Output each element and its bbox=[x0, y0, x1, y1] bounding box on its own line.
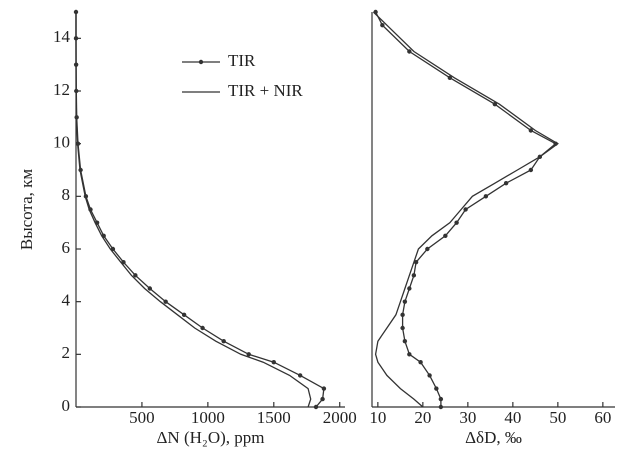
point bbox=[463, 207, 468, 212]
point bbox=[402, 299, 408, 304]
series-line bbox=[75, 12, 312, 408]
point bbox=[181, 312, 187, 318]
point bbox=[483, 194, 489, 199]
y-axis-label: Высота, км bbox=[17, 169, 36, 251]
point bbox=[221, 338, 226, 344]
point bbox=[407, 352, 412, 357]
legend-label: TIR + NIR bbox=[228, 81, 303, 100]
point bbox=[271, 360, 276, 365]
point bbox=[503, 180, 509, 186]
point bbox=[200, 325, 205, 331]
y-tick-label: 6 bbox=[62, 238, 71, 257]
point bbox=[407, 49, 412, 54]
point bbox=[454, 220, 459, 225]
x-tick-label: 500 bbox=[129, 408, 155, 427]
point bbox=[407, 286, 412, 291]
x-tick-label: 20 bbox=[414, 408, 431, 427]
legend-label: TIR bbox=[228, 51, 256, 70]
x-tick-label: 10 bbox=[369, 408, 386, 427]
point bbox=[434, 386, 439, 391]
x-tick-label: 1000 bbox=[191, 408, 225, 427]
x-tick-label: 40 bbox=[504, 408, 521, 427]
point bbox=[321, 386, 327, 391]
point bbox=[297, 373, 303, 378]
point bbox=[400, 325, 405, 331]
legend-marker bbox=[198, 59, 204, 65]
y-tick-label: 14 bbox=[53, 27, 71, 46]
point bbox=[447, 75, 453, 81]
point bbox=[438, 404, 444, 410]
y-tick-label: 4 bbox=[62, 291, 71, 310]
point bbox=[492, 101, 498, 107]
x-tick-label: 30 bbox=[459, 408, 476, 427]
point bbox=[411, 273, 417, 278]
y-tick-label: 12 bbox=[53, 80, 70, 99]
point bbox=[163, 299, 168, 304]
x-axis-label: ΔδD, ‰ bbox=[465, 428, 522, 447]
x-tick-label: 50 bbox=[549, 408, 566, 427]
point bbox=[400, 312, 405, 318]
y-tick-label: 2 bbox=[62, 343, 71, 362]
point bbox=[528, 167, 534, 173]
x-tick-label: 1500 bbox=[257, 408, 291, 427]
point bbox=[425, 246, 430, 252]
point bbox=[402, 338, 408, 344]
point bbox=[418, 360, 423, 365]
point bbox=[320, 396, 325, 402]
y-tick-label: 8 bbox=[62, 185, 71, 204]
series-line bbox=[372, 11, 559, 408]
point bbox=[427, 373, 432, 378]
point bbox=[147, 286, 153, 291]
point bbox=[246, 352, 251, 357]
series-line bbox=[75, 12, 325, 408]
y-tick-label: 0 bbox=[62, 396, 71, 415]
point bbox=[380, 22, 385, 28]
series-line bbox=[375, 11, 557, 407]
x-tick-label: 60 bbox=[594, 408, 611, 427]
point bbox=[443, 233, 448, 239]
x-axis-label: ΔN (H₂O), ppm bbox=[157, 428, 265, 447]
point bbox=[413, 259, 419, 265]
x-tick-label: 2000 bbox=[323, 408, 357, 427]
point bbox=[438, 396, 444, 402]
point bbox=[133, 273, 138, 278]
y-tick-label: 10 bbox=[53, 133, 70, 152]
point bbox=[528, 128, 534, 133]
point bbox=[313, 404, 319, 410]
